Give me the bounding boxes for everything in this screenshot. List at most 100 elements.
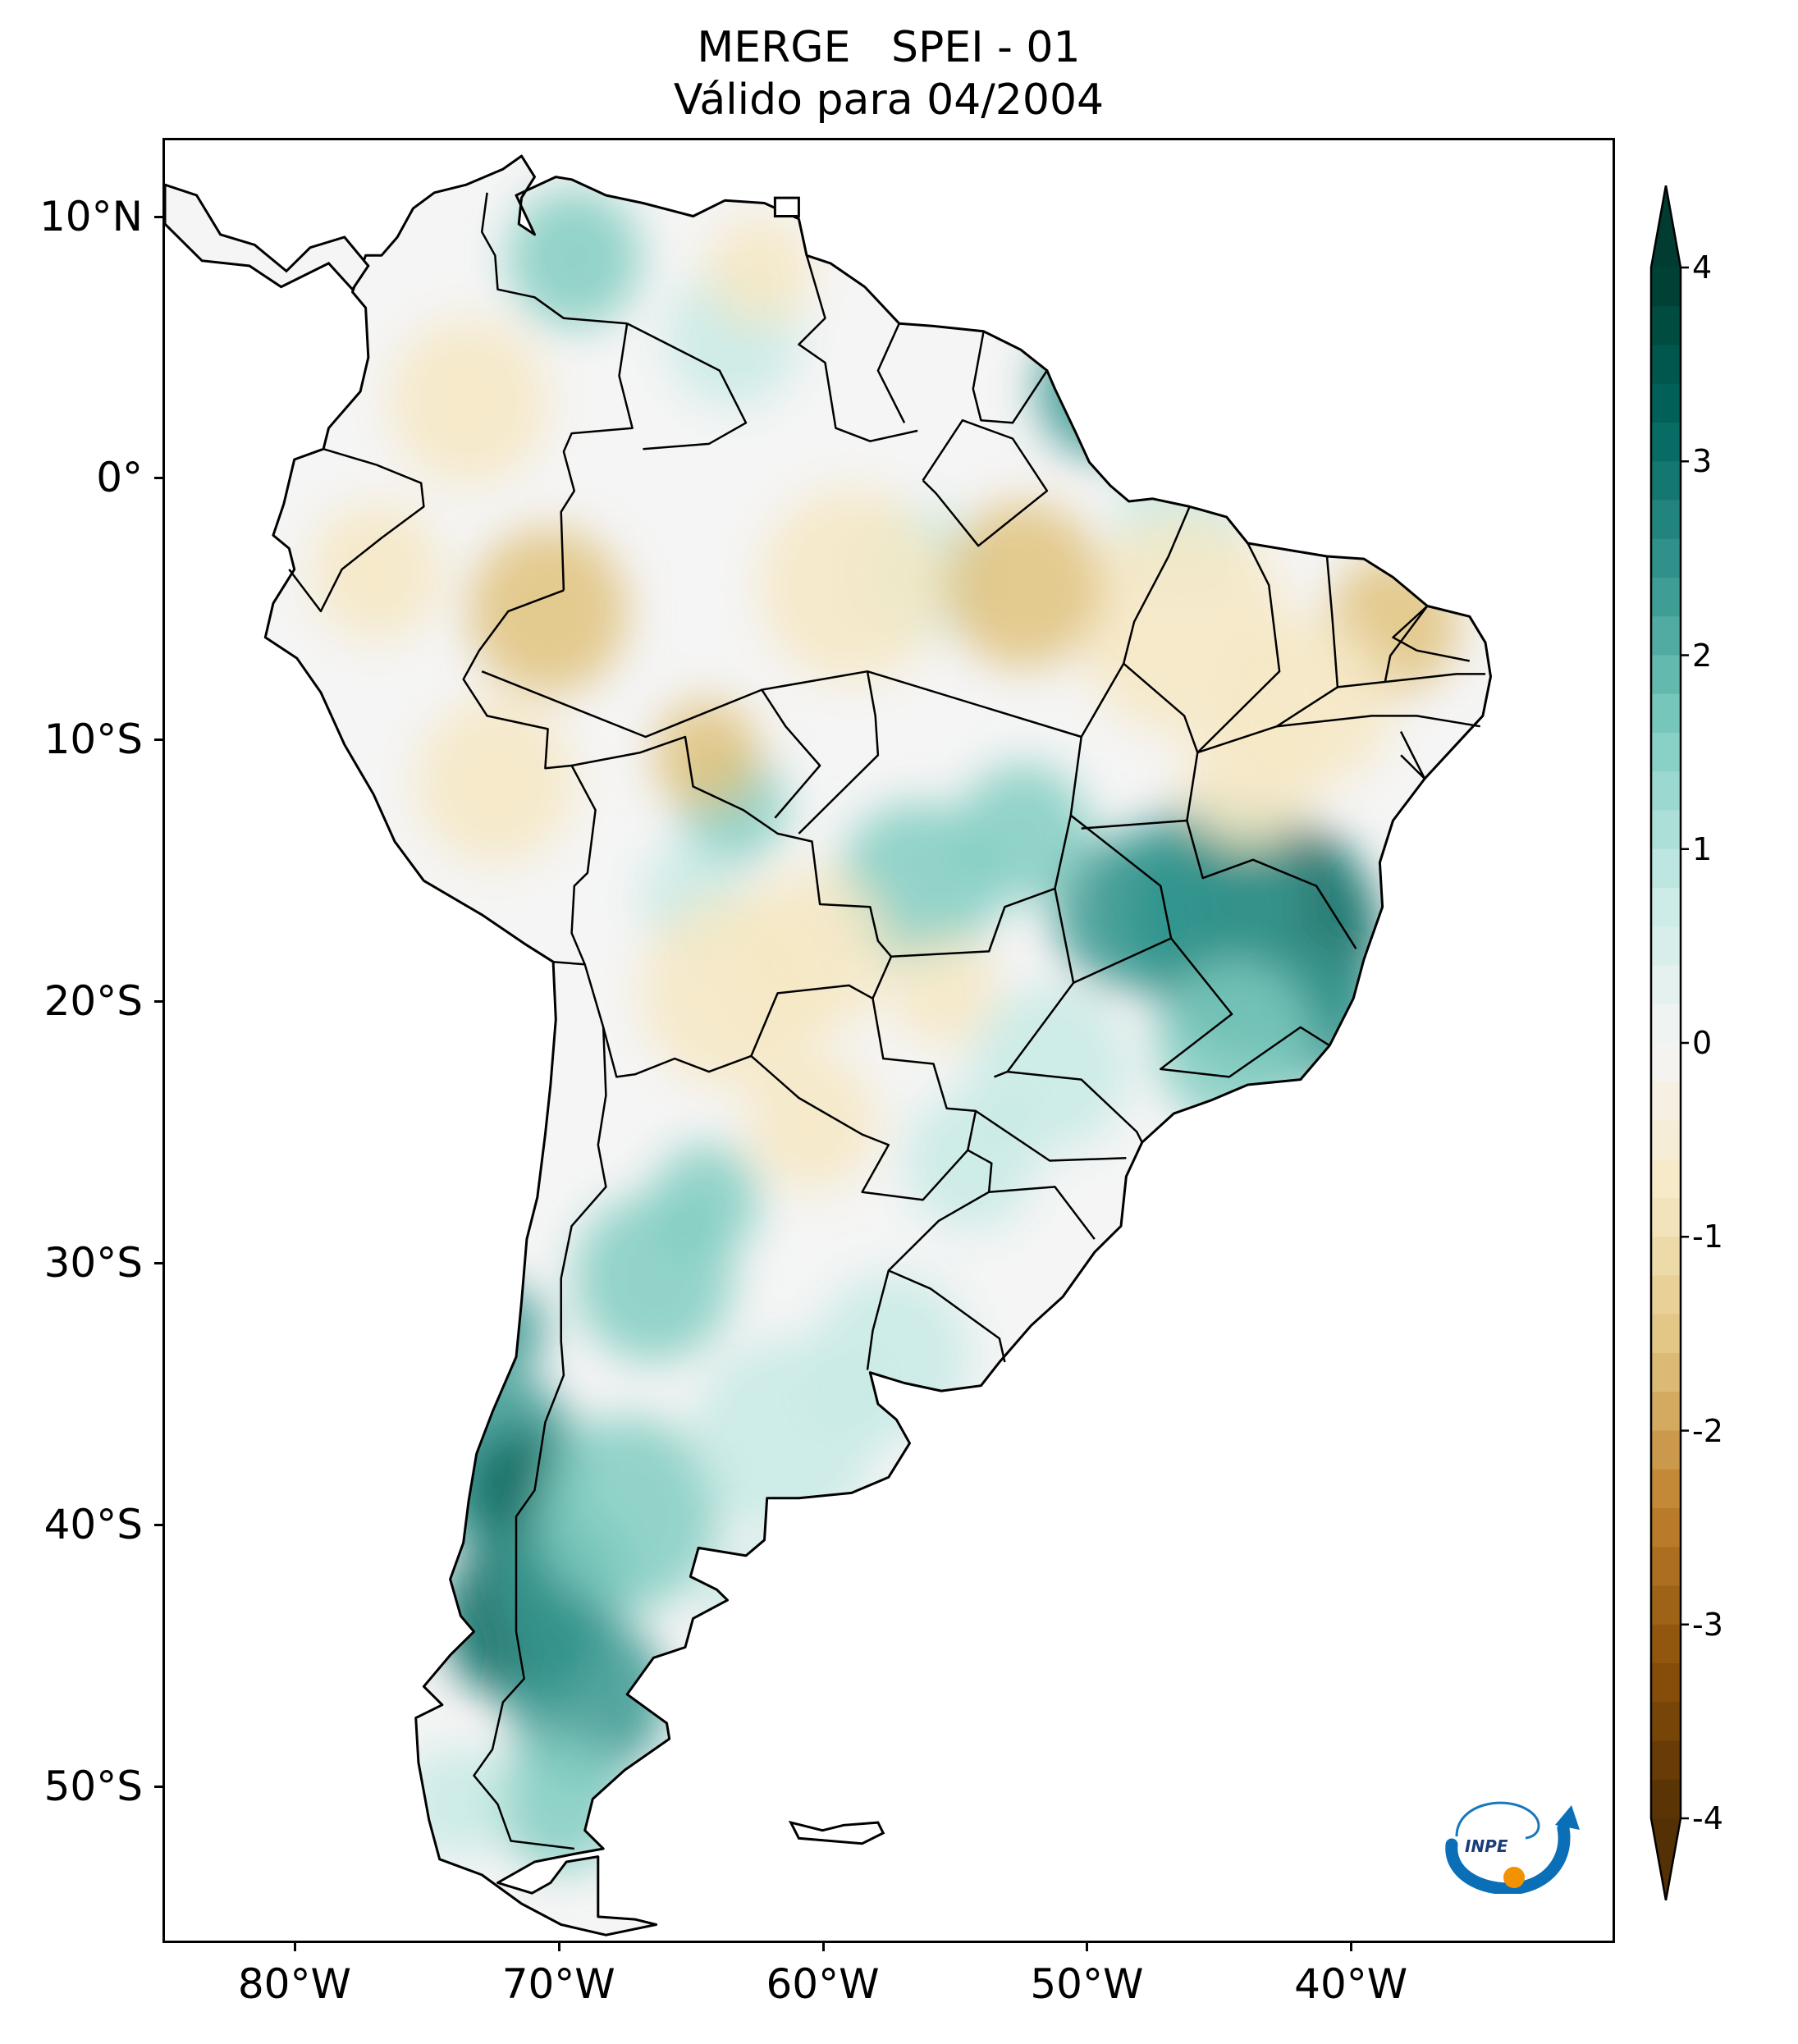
anomaly-patch (653, 699, 760, 811)
border-line (1196, 542, 1281, 753)
lat-tick-label: 50°S (43, 1762, 143, 1810)
colorbar-segment (1651, 1392, 1681, 1432)
map-frame (162, 138, 1615, 1943)
colorbar-segment (1651, 1779, 1681, 1819)
colorbar-segment (1651, 1159, 1681, 1199)
colorbar-segment (1651, 1237, 1681, 1277)
colorbar-tick-label: 3 (1692, 443, 1713, 480)
lon-tick-label: 50°W (1030, 1960, 1144, 2008)
lat-tick-label: 0° (96, 454, 143, 502)
lon-tick-label: 80°W (237, 1960, 351, 2008)
anomaly-patch (1182, 711, 1314, 851)
islands (165, 183, 885, 1845)
border-line (989, 1186, 1096, 1240)
border-line (1399, 731, 1426, 780)
anomaly-patch (415, 697, 574, 865)
lat-tick (154, 215, 162, 218)
falkland-islands (788, 1820, 885, 1845)
land-area (165, 154, 1492, 1937)
border-line (1122, 505, 1191, 665)
border-line (866, 1270, 890, 1370)
coastline (263, 154, 1492, 1937)
colorbar-segment (1651, 810, 1681, 850)
anomaly-patch (1076, 513, 1288, 736)
colorbar-segment (1651, 693, 1681, 734)
colorbar (1649, 185, 1689, 1900)
border-line (890, 736, 1082, 958)
colorbar-segment (1651, 1314, 1681, 1354)
colorbar-gradient (1649, 185, 1682, 1900)
colorbar-segment (1651, 1120, 1681, 1160)
anomaly-patch (508, 189, 641, 327)
colorbar-segment (1651, 345, 1681, 385)
colorbar-segment (1651, 1353, 1681, 1392)
colorbar-segment (1651, 1081, 1681, 1122)
anomaly-patch (653, 1144, 760, 1255)
border-line (1276, 715, 1480, 728)
anomaly-patch (534, 1416, 720, 1612)
lon-tick (1350, 1943, 1353, 1951)
border-line (876, 322, 906, 423)
border-line (1337, 605, 1429, 688)
anomaly-patch (891, 935, 997, 1046)
lon-tick-label: 40°W (1294, 1960, 1408, 2008)
colorbar-segment (1651, 538, 1681, 578)
anomaly-patch (693, 1338, 878, 1533)
colorbar-segment (1651, 1547, 1681, 1587)
lat-tick-label: 30°S (43, 1239, 143, 1287)
anomaly-patch (460, 1286, 546, 1375)
lon-tick (821, 1943, 825, 1951)
colorbar-segment (1651, 1508, 1681, 1548)
colorbar-segment (1651, 1430, 1681, 1470)
border-line (571, 735, 893, 999)
colorbar-segment (1651, 383, 1681, 423)
colorbar-segment (1651, 965, 1681, 1005)
border-line (798, 254, 918, 442)
lon-tick (293, 1943, 296, 1951)
colorbar-ticks (1681, 266, 1689, 1820)
border-line (480, 192, 628, 325)
colorbar-tick-label: -2 (1692, 1412, 1723, 1449)
border-line (481, 663, 1125, 738)
colorbar-segment (1651, 423, 1681, 462)
lon-tick (1086, 1943, 1089, 1951)
lat-tick-label: 20°S (43, 977, 143, 1026)
anomaly-patch (733, 868, 891, 1035)
colorbar-segment (1651, 461, 1681, 501)
colorbar-segment (1651, 500, 1681, 540)
anomaly-patch (944, 501, 1103, 669)
anomaly-patch (389, 318, 548, 486)
anomaly-patch (904, 1091, 1036, 1230)
colorbar-segment (1651, 888, 1681, 927)
colorbar-segment (1651, 848, 1681, 889)
lat-tick (154, 1523, 162, 1526)
colorbar-segment (1651, 1585, 1681, 1626)
lat-tick (154, 1000, 162, 1004)
border-line (1007, 1070, 1143, 1143)
title-line-2: Válido para 04/2004 (673, 75, 1105, 125)
border-line (626, 322, 748, 450)
colorbar-tick-label: 1 (1692, 830, 1713, 867)
border-line (1160, 937, 1330, 1078)
colorbar-segment (1651, 771, 1681, 812)
border-line (1384, 673, 1486, 684)
colorbar-segment (1651, 1198, 1681, 1237)
colorbar-segment (1651, 616, 1681, 656)
lat-tick-label: 40°S (43, 1500, 143, 1548)
anomaly-patch (1155, 959, 1314, 1127)
colorbar-segment (1651, 1469, 1681, 1509)
colorbar-segment (1651, 1624, 1681, 1664)
colorbar-segment (1651, 268, 1681, 307)
lat-tick (154, 477, 162, 480)
colorbar-segment (1651, 926, 1681, 967)
colorbar-segment (1651, 1663, 1681, 1703)
lat-tick (154, 738, 162, 742)
anomaly-patch (469, 528, 628, 695)
colorbar-tick-label: 2 (1692, 637, 1713, 674)
border-line (462, 589, 572, 770)
anomaly-patch (1055, 835, 1203, 990)
logo-text: INPE (1465, 1836, 1508, 1856)
political-borders (288, 192, 1486, 1850)
colorbar-tick-label: -4 (1692, 1800, 1723, 1836)
colorbar-tick-label: -1 (1692, 1219, 1723, 1255)
